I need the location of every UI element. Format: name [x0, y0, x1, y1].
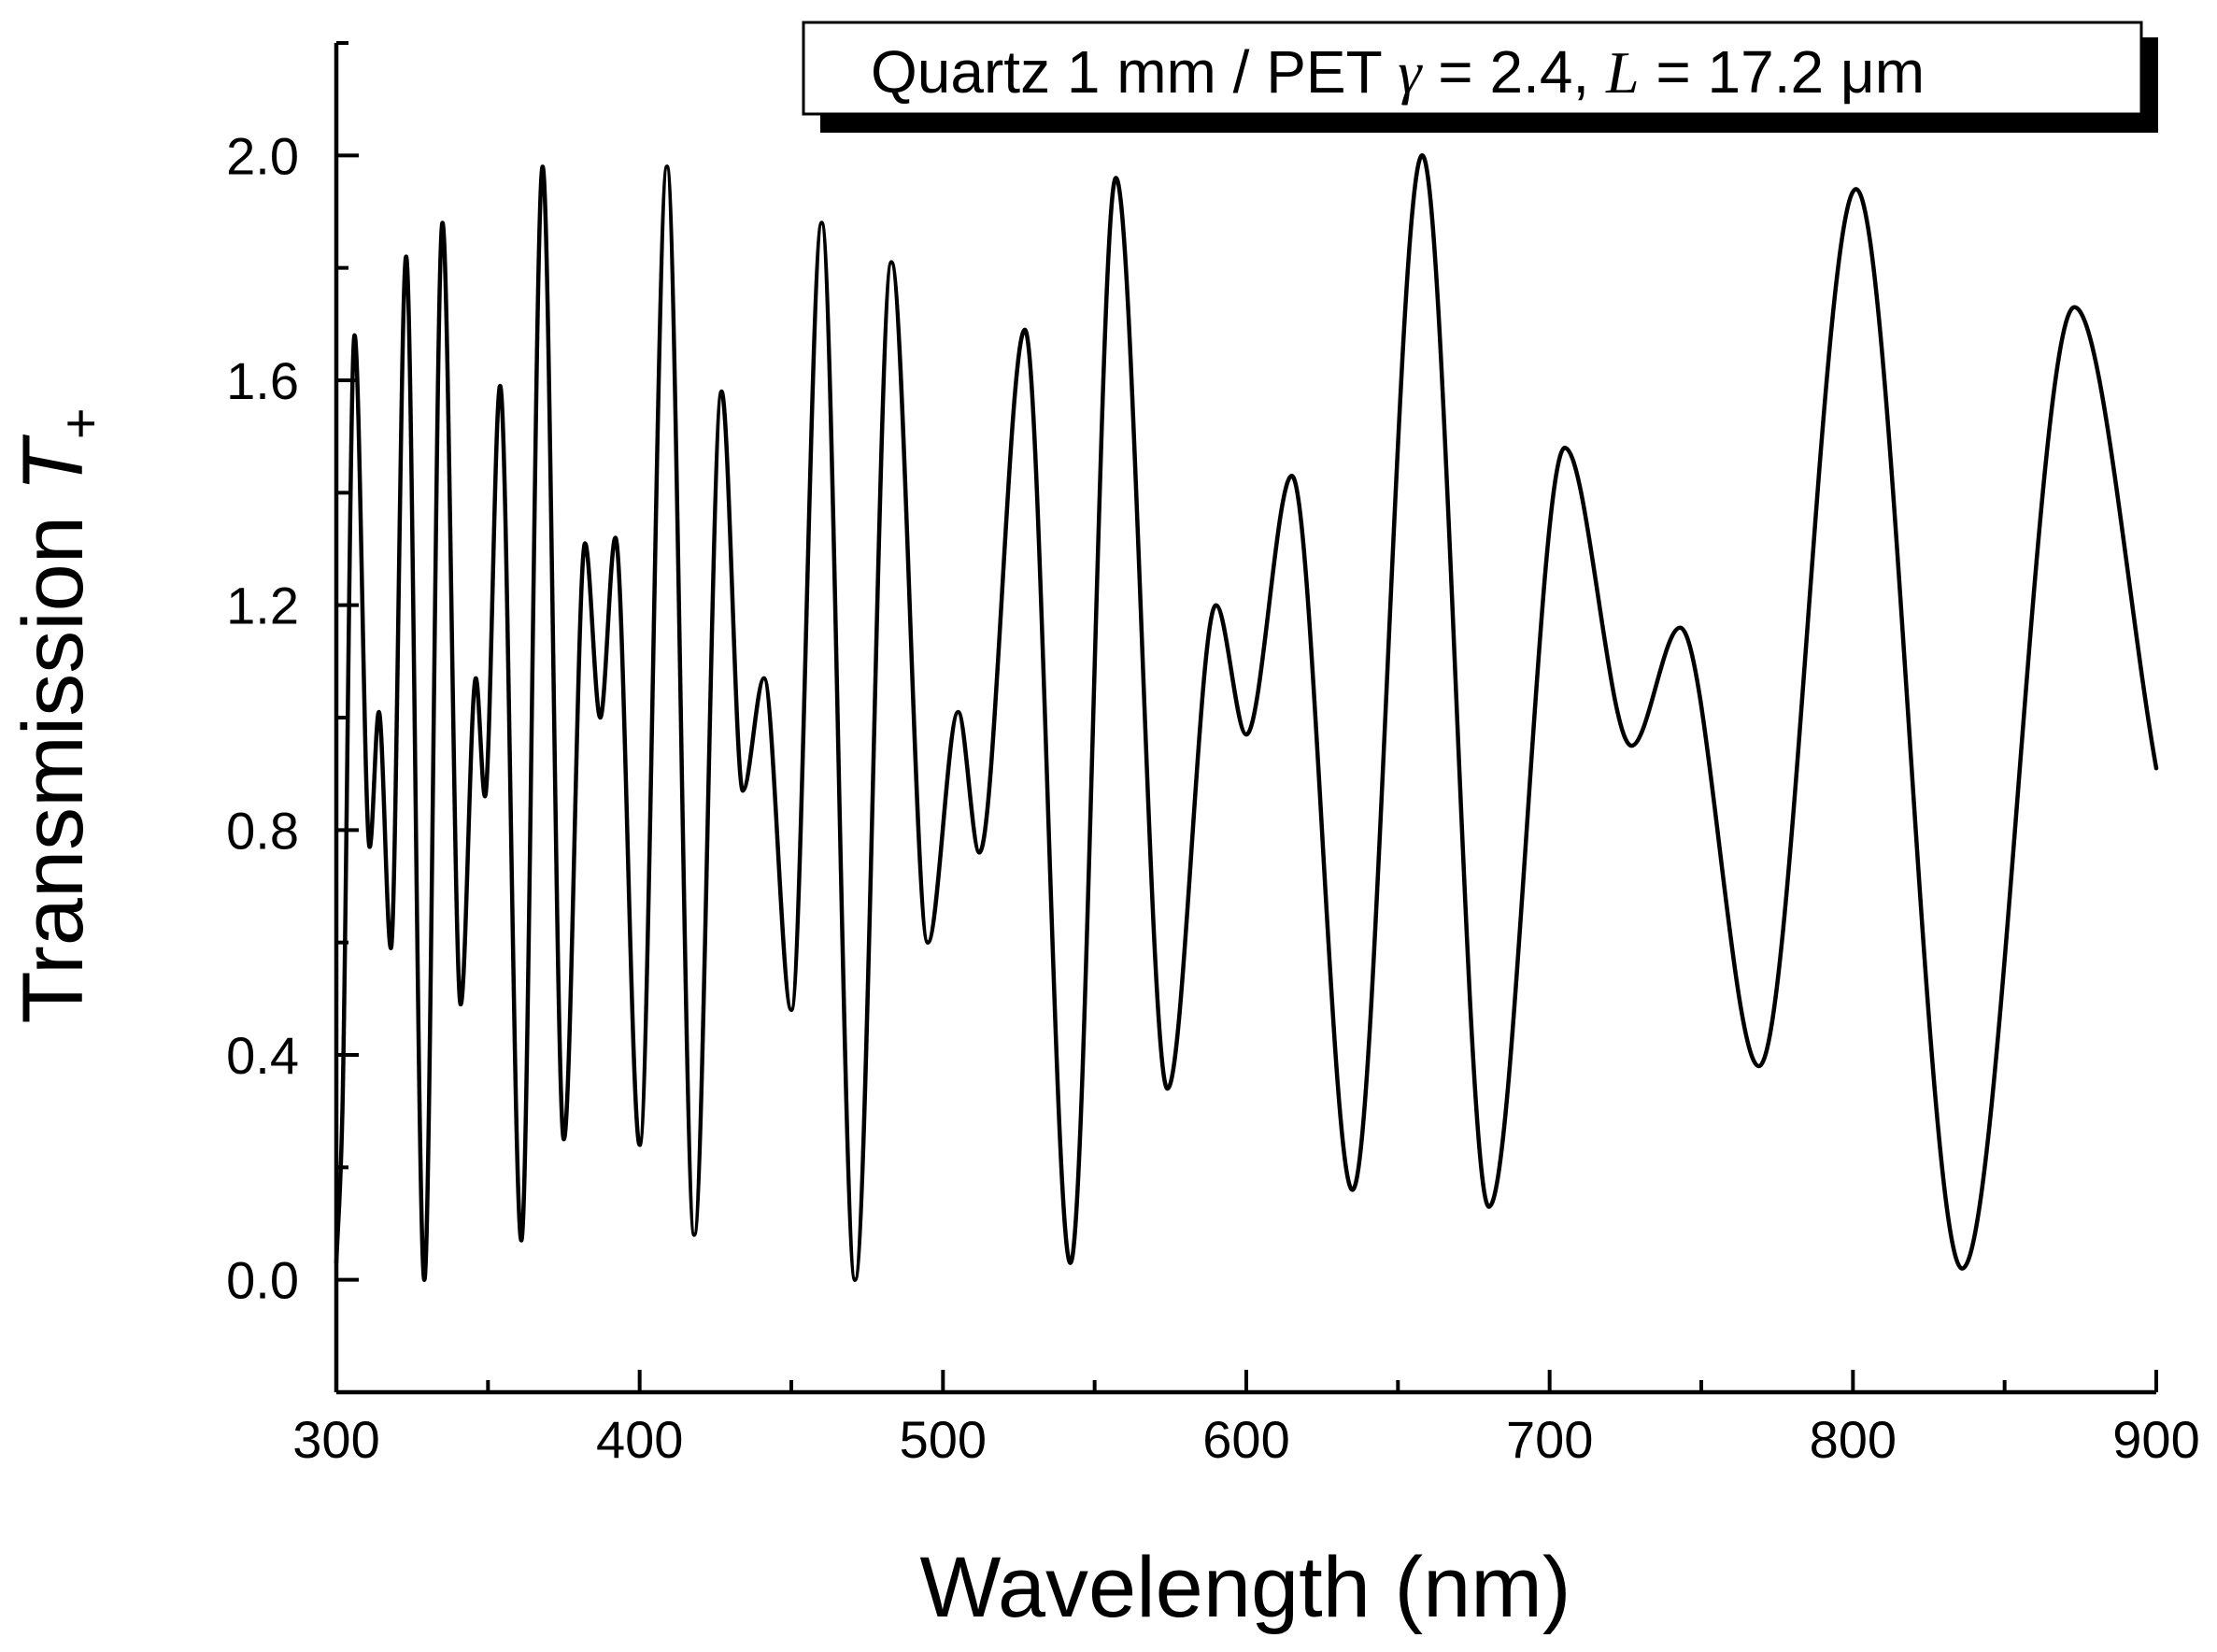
legend-box: [802, 21, 2143, 116]
legend-label: Quartz 1 mm / PET γ = 2.4, L = 17.2 μm: [871, 38, 1925, 106]
x-tick-label: 400: [596, 1410, 683, 1469]
y-axis-title-text: Transmission: [6, 491, 101, 1023]
y-axis-title-symbol: T: [6, 434, 101, 491]
x-tick-label: 800: [1810, 1410, 1897, 1469]
x-tick-label: 500: [900, 1410, 987, 1469]
x-tick-label: 900: [2112, 1410, 2199, 1469]
y-tick-label: 0.8: [226, 801, 299, 860]
legend-l-value: = 17.2 μm: [1640, 38, 1925, 106]
y-tick-label: 0.4: [226, 1026, 299, 1085]
y-tick-label: 0.0: [226, 1251, 299, 1310]
legend-gamma-value: = 2.4,: [1422, 38, 1606, 106]
y-tick-label: 1.6: [226, 351, 299, 410]
x-tick-label: 600: [1202, 1410, 1289, 1469]
x-tick-label: 300: [292, 1410, 379, 1469]
legend-l-symbol: L: [1605, 39, 1640, 106]
x-tick-label: 700: [1506, 1410, 1593, 1469]
x-axis-title: Wavelength (nm): [919, 1540, 1570, 1635]
legend: Quartz 1 mm / PET γ = 2.4, L = 17.2 μm: [802, 21, 2158, 133]
y-axis-title: Transmission T+: [6, 407, 111, 1023]
y-axis-title-subscript: +: [50, 407, 111, 439]
y-tick-label: 2.0: [226, 126, 299, 185]
y-ticks: 0.0 0.4 0.8 1.2 1.6 2.0: [226, 41, 359, 1394]
y-tick-label: 1.2: [226, 577, 299, 635]
x-ticks: 300 400 500 600 700 800 900: [292, 1370, 2200, 1469]
legend-gamma-symbol: γ: [1398, 39, 1423, 106]
plot-area: 300 400 500 600 700 800 900 0.0 0.4 0.8 1.2 1.6 2.0: [226, 41, 2200, 1469]
legend-prefix: Quartz 1 mm / PET: [871, 38, 1398, 106]
series-line-transmission: [334, 153, 2159, 1282]
